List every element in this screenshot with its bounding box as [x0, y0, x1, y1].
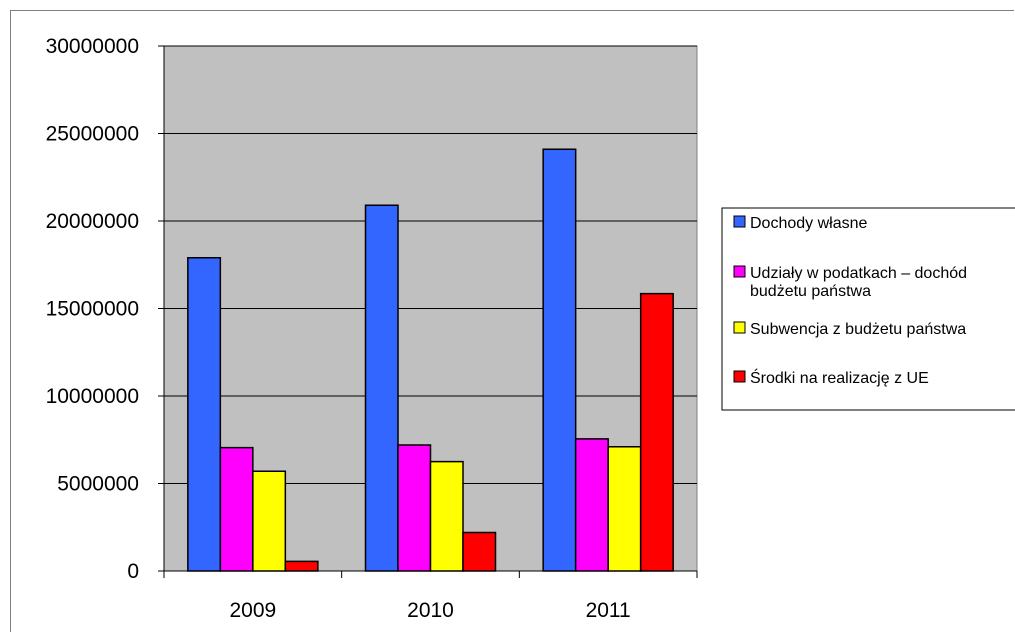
- y-tick-label-20000000: 20000000: [46, 210, 139, 233]
- y-tick-label-30000000: 30000000: [46, 35, 139, 58]
- y-tick-label-0: 0: [127, 560, 139, 583]
- bar-2010-series-2: [397, 444, 432, 572]
- y-tick-label-15000000: 15000000: [46, 298, 139, 321]
- x-tick-label-2010: 2010: [407, 599, 454, 622]
- bar-2011-series-3: [607, 446, 642, 572]
- legend-swatch-1: [733, 215, 746, 228]
- bar-2009-series-2: [219, 446, 254, 572]
- bar-2010-series-1: [364, 204, 399, 572]
- legend-box: [721, 207, 1015, 411]
- legend-label-4: Środki na realizację z UE: [750, 368, 929, 387]
- bar-2011-series-2: [574, 438, 609, 572]
- bar-2009-series-1: [187, 257, 222, 572]
- bar-2010-series-3: [429, 460, 464, 572]
- y-tick-label-25000000: 25000000: [46, 123, 139, 146]
- legend-label-1: Dochody własne: [750, 215, 868, 232]
- bar-2009-series-3: [252, 470, 287, 572]
- bar-2009-series-4: [284, 560, 319, 572]
- legend-label-2: Udziały w podatkach – dochód budżetu pańs…: [750, 265, 967, 300]
- chart-frame: [10, 10, 1014, 632]
- legend-swatch-3: [733, 321, 746, 334]
- bar-2011-series-1: [542, 148, 577, 572]
- bar-2011-series-4: [639, 292, 674, 572]
- legend-label-3: Subwencja z budżetu państwa: [750, 321, 966, 338]
- y-tick-label-10000000: 10000000: [46, 385, 139, 408]
- x-tick-label-2009: 2009: [229, 599, 276, 622]
- y-tick-label-5000000: 5000000: [57, 473, 139, 496]
- bar-2010-series-4: [462, 531, 497, 572]
- legend-swatch-2: [733, 265, 746, 278]
- x-tick-label-2011: 2011: [586, 599, 631, 622]
- legend-swatch-4: [733, 370, 746, 383]
